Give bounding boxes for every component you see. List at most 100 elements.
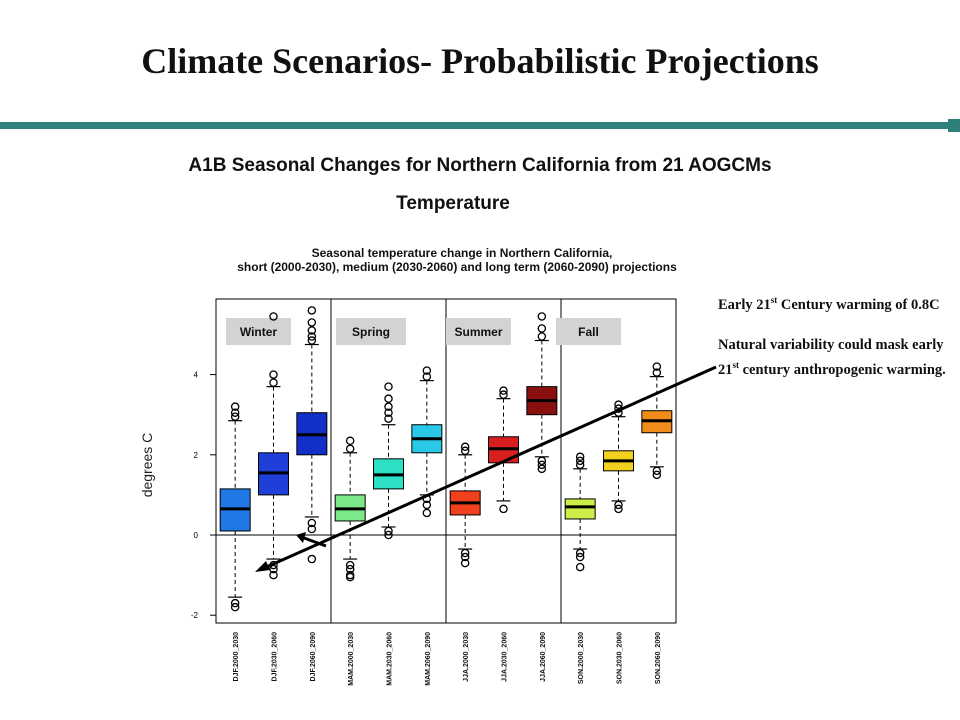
title-divider-end	[948, 119, 960, 132]
outlier-point	[269, 370, 278, 379]
notes-panel: Early 21st Century warming of 0.8C Natur…	[718, 290, 958, 400]
outlier-point	[230, 602, 240, 612]
outlier-point	[652, 362, 662, 371]
outlier-point	[384, 394, 393, 403]
outlier-point	[652, 470, 662, 480]
outlier-point	[269, 570, 278, 580]
outlier-point	[460, 442, 470, 452]
panel-label: Spring	[352, 325, 390, 339]
chart-subtitle: short (2000-2030), medium (2030-2060) an…	[237, 260, 677, 274]
outlier-point	[384, 530, 393, 540]
outlier-point	[614, 500, 623, 510]
outlier-point	[499, 504, 508, 514]
outlier-point	[537, 464, 547, 474]
y-tick-label: -2	[191, 611, 199, 620]
outlier-point	[384, 408, 393, 417]
note-natural-variability: Natural variability could mask early 21s…	[718, 337, 946, 378]
outlier-point	[575, 456, 585, 466]
panel-label: Winter	[240, 325, 278, 339]
outlier-point	[230, 402, 240, 411]
outlier-point	[537, 332, 547, 341]
outlier-point	[384, 414, 393, 423]
box-SON.2000_2030	[564, 498, 596, 520]
x-tick-label: DJF.2000_2030	[233, 632, 240, 682]
outlier-point	[345, 444, 355, 454]
trend-arrow-line	[261, 365, 717, 571]
slide-title: Climate Scenarios- Probabilistic Project…	[141, 41, 819, 81]
chart-title: Seasonal temperature change in Northern …	[312, 246, 613, 260]
trend-arrow-head	[255, 561, 270, 572]
outlier-point	[307, 326, 317, 335]
y-tick-label: 4	[194, 371, 199, 380]
outlier-point	[345, 572, 355, 582]
outlier-point	[307, 336, 317, 345]
outlier-point	[537, 324, 547, 333]
outlier-point	[575, 552, 585, 562]
y-tick-label: 2	[194, 451, 199, 460]
outlier-point	[460, 446, 470, 456]
outlier-point	[307, 332, 317, 341]
outlier-point	[652, 466, 662, 476]
title-divider	[0, 122, 960, 129]
outlier-point	[230, 412, 240, 421]
outlier-point	[384, 382, 393, 391]
outlier-point	[422, 500, 432, 510]
x-tick-label: JJA.2000_2030	[463, 632, 470, 682]
outlier-point	[652, 368, 662, 377]
x-tick-label: SON.2060_2090	[655, 632, 662, 684]
outlier-point	[230, 598, 240, 608]
outlier-point	[575, 460, 585, 470]
outlier-point	[575, 548, 585, 558]
outlier-point	[422, 508, 432, 518]
outlier-point	[422, 366, 432, 375]
outlier-point	[307, 518, 317, 528]
outlier-point	[307, 306, 317, 315]
pointer-arrow-line	[303, 536, 327, 548]
slide-subtitle: A1B Seasonal Changes for Northern Califo…	[188, 155, 772, 176]
panel-label-bg	[226, 318, 291, 345]
x-tick-label: MAM.2000_2030	[348, 632, 355, 686]
note-early-warming: Early 21st Century warming of 0.8C	[718, 295, 940, 313]
outlier-point	[307, 554, 317, 564]
x-tick-label: DJF.2060_2090	[310, 632, 317, 682]
outlier-point	[307, 318, 317, 327]
outlier-point	[460, 552, 470, 562]
panel-label: Fall	[578, 325, 599, 339]
outlier-point	[269, 378, 278, 387]
outlier-point	[345, 564, 355, 574]
panel-label-bg	[336, 318, 406, 345]
outlier-point	[499, 386, 508, 395]
outlier-point	[422, 372, 432, 381]
x-tick-label: SON.2030_2060	[617, 632, 624, 684]
outlier-point	[345, 560, 355, 570]
outlier-point	[499, 390, 508, 399]
outlier-point	[345, 436, 355, 446]
outlier-point	[230, 408, 240, 417]
outlier-point	[614, 504, 623, 514]
x-tick-label: MAM.2030_2060	[387, 632, 394, 686]
outlier-point	[269, 312, 278, 321]
outlier-point	[575, 562, 585, 572]
panel-label-bg	[556, 318, 621, 345]
pointer-arrow-head	[296, 532, 306, 543]
x-tick-label: SON.2000_2030	[578, 632, 585, 684]
outlier-point	[614, 400, 623, 409]
outlier-point	[575, 452, 585, 462]
variable-label: Temperature	[396, 193, 510, 214]
x-tick-label: DJF.2030_2060	[272, 632, 279, 682]
x-tick-label: MAM.2060_2090	[425, 632, 432, 686]
y-axis-label: degrees C	[139, 433, 155, 498]
outlier-point	[537, 456, 547, 466]
outlier-point	[307, 524, 317, 534]
outlier-point	[384, 526, 393, 536]
y-tick-label: 0	[194, 531, 199, 540]
outlier-point	[537, 312, 547, 321]
x-tick-label: JJA.2030_2060	[502, 632, 509, 682]
x-tick-label: JJA.2060_2090	[540, 632, 547, 682]
outlier-point	[384, 402, 393, 411]
outlier-point	[537, 460, 547, 470]
outlier-point	[460, 558, 470, 568]
panel-label-bg	[446, 318, 511, 345]
panel-label: Summer	[454, 325, 502, 339]
